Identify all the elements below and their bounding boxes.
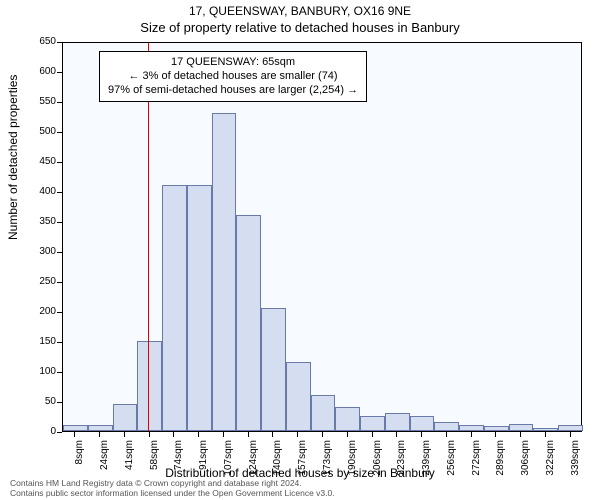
y-tick-label: 350 bbox=[28, 216, 56, 227]
histogram-bar bbox=[88, 425, 113, 431]
histogram-bar bbox=[558, 425, 583, 431]
x-tick-mark bbox=[520, 432, 521, 437]
y-tick-label: 200 bbox=[28, 306, 56, 317]
histogram-bar bbox=[410, 416, 435, 431]
histogram-bar bbox=[286, 362, 311, 431]
x-tick-label: 272sqm bbox=[471, 440, 482, 490]
y-tick-mark bbox=[57, 222, 62, 223]
y-tick-mark bbox=[57, 102, 62, 103]
x-tick-label: 223sqm bbox=[396, 440, 407, 490]
y-axis-label: Number of detached properties bbox=[6, 75, 20, 240]
histogram-bar bbox=[509, 424, 534, 431]
histogram-chart: 17 QUEENSWAY: 65sqm← 3% of detached hous… bbox=[62, 42, 582, 432]
x-tick-mark bbox=[421, 432, 422, 437]
y-tick-mark bbox=[57, 132, 62, 133]
y-tick-mark bbox=[57, 282, 62, 283]
y-tick-label: 400 bbox=[28, 186, 56, 197]
x-tick-label: 190sqm bbox=[347, 440, 358, 490]
histogram-bar bbox=[63, 425, 88, 431]
y-tick-mark bbox=[57, 252, 62, 253]
y-tick-label: 150 bbox=[28, 336, 56, 347]
histogram-bar bbox=[261, 308, 286, 431]
y-tick-label: 600 bbox=[28, 66, 56, 77]
x-tick-label: 256sqm bbox=[446, 440, 457, 490]
x-tick-label: 322sqm bbox=[545, 440, 556, 490]
x-tick-mark bbox=[471, 432, 472, 437]
x-tick-mark bbox=[173, 432, 174, 437]
histogram-bar bbox=[335, 407, 360, 431]
x-tick-mark bbox=[446, 432, 447, 437]
x-tick-mark bbox=[248, 432, 249, 437]
x-tick-mark bbox=[297, 432, 298, 437]
y-tick-label: 250 bbox=[28, 276, 56, 287]
chart-subtitle: Size of property relative to detached ho… bbox=[0, 18, 600, 39]
histogram-bar bbox=[236, 215, 261, 431]
histogram-bar bbox=[311, 395, 336, 431]
y-tick-mark bbox=[57, 42, 62, 43]
histogram-bar bbox=[360, 416, 385, 431]
x-tick-mark bbox=[570, 432, 571, 437]
x-tick-mark bbox=[149, 432, 150, 437]
y-tick-label: 550 bbox=[28, 96, 56, 107]
x-tick-mark bbox=[372, 432, 373, 437]
address-line: 17, QUEENSWAY, BANBURY, OX16 9NE bbox=[0, 0, 600, 18]
y-tick-mark bbox=[57, 372, 62, 373]
x-tick-label: 239sqm bbox=[421, 440, 432, 490]
x-tick-label: 339sqm bbox=[570, 440, 581, 490]
x-tick-mark bbox=[396, 432, 397, 437]
histogram-bar bbox=[113, 404, 138, 431]
histogram-bar bbox=[162, 185, 187, 431]
x-tick-mark bbox=[99, 432, 100, 437]
x-tick-mark bbox=[198, 432, 199, 437]
attribution-line: Contains public sector information licen… bbox=[10, 489, 335, 498]
x-tick-mark bbox=[74, 432, 75, 437]
x-tick-mark bbox=[347, 432, 348, 437]
histogram-bar bbox=[212, 113, 237, 431]
x-tick-mark bbox=[322, 432, 323, 437]
y-tick-mark bbox=[57, 342, 62, 343]
y-tick-mark bbox=[57, 432, 62, 433]
y-tick-label: 450 bbox=[28, 156, 56, 167]
x-tick-mark bbox=[545, 432, 546, 437]
y-tick-mark bbox=[57, 402, 62, 403]
info-box-line: 97% of semi-detached houses are larger (… bbox=[108, 84, 358, 98]
y-tick-label: 100 bbox=[28, 366, 56, 377]
x-tick-mark bbox=[272, 432, 273, 437]
attribution-text: Contains HM Land Registry data © Crown c… bbox=[10, 479, 335, 498]
y-tick-mark bbox=[57, 192, 62, 193]
histogram-bar bbox=[533, 428, 558, 431]
x-tick-mark bbox=[124, 432, 125, 437]
x-tick-label: 306sqm bbox=[520, 440, 531, 490]
histogram-bar bbox=[187, 185, 212, 431]
info-box-line: 17 QUEENSWAY: 65sqm bbox=[108, 56, 358, 70]
y-tick-label: 50 bbox=[28, 396, 56, 407]
y-tick-label: 500 bbox=[28, 126, 56, 137]
y-tick-mark bbox=[57, 312, 62, 313]
histogram-bar bbox=[484, 426, 509, 431]
info-box-line: ← 3% of detached houses are smaller (74) bbox=[108, 70, 358, 84]
x-tick-label: 206sqm bbox=[372, 440, 383, 490]
histogram-bar bbox=[137, 341, 162, 431]
y-tick-mark bbox=[57, 72, 62, 73]
y-tick-label: 300 bbox=[28, 246, 56, 257]
x-tick-label: 289sqm bbox=[495, 440, 506, 490]
info-box: 17 QUEENSWAY: 65sqm← 3% of detached hous… bbox=[99, 51, 367, 102]
histogram-bar bbox=[385, 413, 410, 431]
x-tick-mark bbox=[495, 432, 496, 437]
x-tick-mark bbox=[223, 432, 224, 437]
y-tick-label: 650 bbox=[28, 36, 56, 47]
histogram-bar bbox=[459, 425, 484, 431]
y-tick-label: 0 bbox=[28, 426, 56, 437]
histogram-bar bbox=[434, 422, 459, 431]
y-tick-mark bbox=[57, 162, 62, 163]
